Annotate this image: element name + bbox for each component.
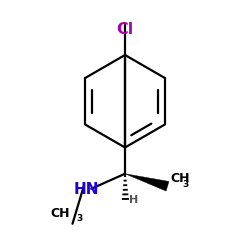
Polygon shape xyxy=(125,174,169,191)
Text: H: H xyxy=(128,195,138,205)
Text: HN: HN xyxy=(74,182,99,198)
Text: CH: CH xyxy=(50,207,70,220)
Text: 3: 3 xyxy=(77,214,83,223)
Text: CH: CH xyxy=(170,172,190,185)
Text: Cl: Cl xyxy=(116,22,134,38)
Text: 3: 3 xyxy=(182,180,188,189)
